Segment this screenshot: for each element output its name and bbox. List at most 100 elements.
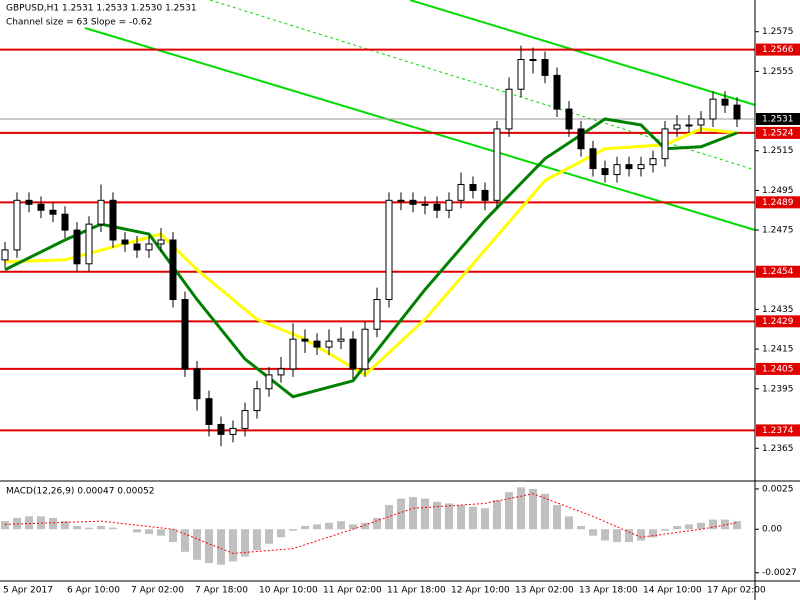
level-label: 1.2374 [762, 426, 794, 436]
x-tick-label: 7 Apr 18:00 [195, 586, 248, 596]
macd-bar [337, 521, 345, 530]
level-tag [756, 126, 800, 139]
macd-bar [301, 526, 309, 530]
x-tick-label: 17 Apr 02:00 [707, 586, 766, 596]
macd-bar [685, 524, 693, 530]
candle-body [205, 398, 213, 425]
candle-body [421, 203, 429, 206]
y-tick-label: 1.2495 [762, 186, 794, 196]
macd-bar [1, 521, 9, 530]
candle-body [553, 74, 561, 110]
candle-body [97, 199, 105, 225]
macd-bar [457, 505, 465, 530]
level-tag [756, 265, 800, 278]
macd-bar [241, 529, 249, 557]
level-label: 1.2524 [762, 128, 794, 138]
macd-bar [61, 521, 69, 530]
macd-bar [205, 529, 213, 564]
candle-body [157, 239, 165, 245]
candle-body [73, 229, 81, 265]
candle-body [193, 368, 201, 400]
macd-bar [49, 517, 57, 530]
macd-bar [577, 526, 585, 530]
x-tick-label: 5 Apr 2017 [3, 586, 53, 596]
candle-body [613, 164, 621, 176]
macd-bar [637, 529, 645, 541]
candle-body [313, 340, 321, 348]
y-tick-label: 1.2515 [762, 146, 794, 156]
macd-bar [157, 529, 165, 536]
price-tag [756, 113, 800, 126]
macd-bar [541, 493, 549, 530]
candle-body [565, 108, 573, 130]
chart-subtitle: Channel size = 63 Slope = -0.62 [6, 18, 152, 28]
candle-body [433, 203, 441, 211]
macd-bar [661, 529, 669, 531]
level-label: 1.2566 [762, 45, 794, 55]
candle-body [1, 249, 9, 261]
y-tick-label: 1.2415 [762, 345, 794, 355]
macd-bar [73, 526, 81, 530]
candle-body [265, 374, 273, 390]
macd-bar [265, 529, 273, 544]
candle-body [445, 199, 453, 211]
level-tag [756, 362, 800, 375]
y-tick-label: 1.2435 [762, 305, 794, 315]
macd-bar [361, 522, 369, 530]
candle-body [529, 59, 537, 62]
candle-body [505, 88, 513, 130]
macd-bar [409, 496, 417, 530]
candle-body [589, 148, 597, 170]
candle-body [337, 338, 345, 342]
macd-bar [145, 529, 153, 535]
candle-body [709, 98, 717, 120]
x-tick-label: 13 Apr 18:00 [579, 586, 638, 596]
x-tick-label: 7 Apr 02:00 [131, 586, 184, 596]
macd-bar [85, 527, 93, 530]
x-tick-label: 6 Apr 10:00 [67, 586, 120, 596]
x-tick-label: 11 Apr 18:00 [387, 586, 446, 596]
macd-bar [193, 529, 201, 560]
macd-bar [493, 500, 501, 530]
candle-body [253, 388, 261, 412]
candle-body [481, 189, 489, 201]
macd-bar [469, 506, 477, 530]
candle-body [409, 199, 417, 205]
candle-body [349, 338, 357, 370]
candle-body [85, 223, 93, 265]
macd-bar [97, 526, 105, 530]
y-tick-label: 1.2365 [762, 444, 794, 454]
candle-body [121, 239, 129, 245]
y-tick-label: -0.0027 [762, 568, 797, 578]
candle-body [649, 158, 657, 166]
x-tick-label: 10 Apr 10:00 [259, 586, 318, 596]
candle-body [241, 410, 249, 429]
candle-body [373, 299, 381, 330]
level-tag [756, 196, 800, 209]
x-tick-label: 11 Apr 02:00 [323, 586, 382, 596]
macd-bar [481, 508, 489, 530]
level-label: 1.2405 [762, 364, 794, 374]
macd-bar [313, 524, 321, 530]
macd-bar [325, 522, 333, 530]
candle-body [133, 243, 141, 251]
price-label: 1.2531 [762, 115, 794, 125]
macd-bar [565, 516, 573, 530]
candle-body [229, 427, 237, 435]
macd-bar [397, 498, 405, 530]
macd-bar [517, 487, 525, 530]
macd-bar [373, 517, 381, 530]
macd-bar [385, 505, 393, 530]
macd-bar [445, 503, 453, 530]
candle-body [625, 164, 633, 170]
candle-body [277, 368, 285, 376]
plot [0, 45, 755, 447]
macd-title: MACD(12,26,9) 0.00047 0.00052 [6, 487, 155, 497]
macd-bar [349, 524, 357, 530]
macd-bar [109, 527, 117, 530]
candle-body [637, 164, 645, 170]
macd-bar [601, 529, 609, 541]
macd-bar [277, 529, 285, 538]
candle-body [457, 183, 465, 201]
candle-body [181, 299, 189, 370]
